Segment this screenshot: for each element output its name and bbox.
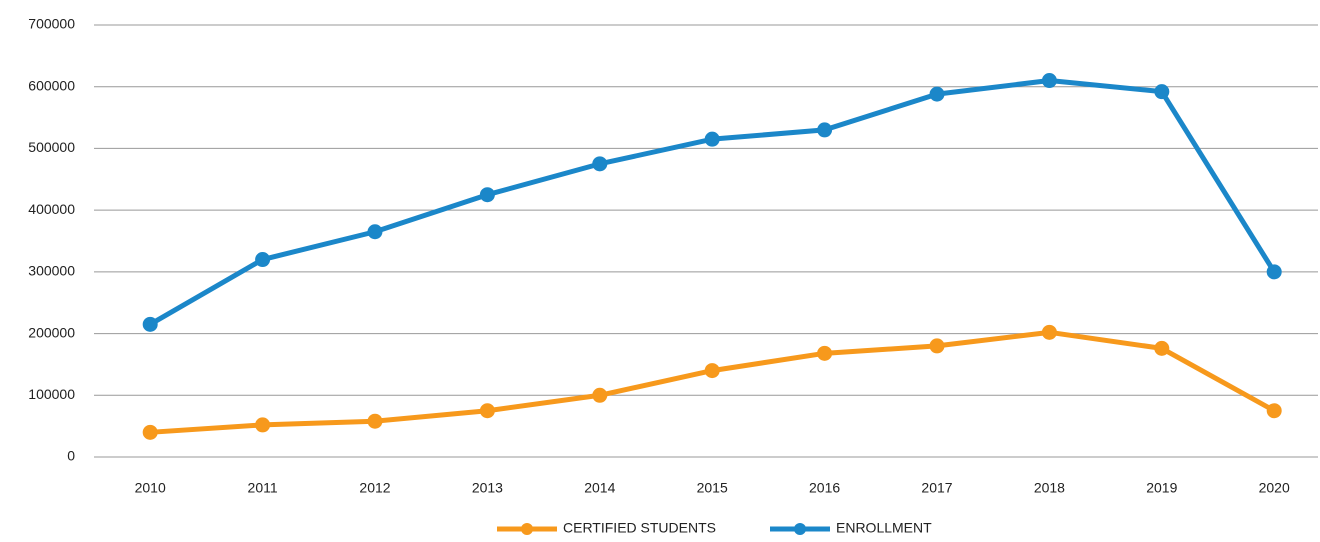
point xyxy=(142,316,158,332)
point xyxy=(1154,340,1170,356)
point xyxy=(592,387,608,403)
legend-label: ENROLLMENT xyxy=(836,520,932,536)
point xyxy=(1041,73,1057,89)
point xyxy=(1041,324,1057,340)
x-tick-label: 2020 xyxy=(1259,480,1290,496)
x-tick-label: 2012 xyxy=(359,480,390,496)
y-tick-label: 200000 xyxy=(28,324,75,340)
point xyxy=(255,252,271,268)
y-tick-label: 700000 xyxy=(28,16,75,32)
x-tick-label: 2019 xyxy=(1146,480,1177,496)
legend-label: CERTIFIED STUDENTS xyxy=(563,520,716,536)
point xyxy=(1266,264,1282,280)
legend-swatch-dot xyxy=(521,523,533,535)
x-tick-label: 2015 xyxy=(697,480,728,496)
x-tick-label: 2018 xyxy=(1034,480,1065,496)
point xyxy=(1266,403,1282,419)
point xyxy=(592,156,608,172)
point xyxy=(479,187,495,203)
x-tick-label: 2016 xyxy=(809,480,840,496)
point xyxy=(704,131,720,147)
x-tick-label: 2013 xyxy=(472,480,503,496)
y-tick-label: 500000 xyxy=(28,139,75,155)
point xyxy=(1154,84,1170,100)
point xyxy=(929,338,945,354)
series-line xyxy=(150,329,1276,435)
point xyxy=(142,424,158,440)
x-tick-label: 2017 xyxy=(921,480,952,496)
y-tick-label: 100000 xyxy=(28,386,75,402)
y-tick-label: 600000 xyxy=(28,77,75,93)
point xyxy=(479,403,495,419)
legend-swatch-dot xyxy=(794,523,806,535)
point xyxy=(929,86,945,102)
point xyxy=(817,345,833,361)
x-tick-label: 2014 xyxy=(584,480,615,496)
y-tick-label: 0 xyxy=(67,448,75,464)
y-tick-label: 300000 xyxy=(28,263,75,279)
point xyxy=(704,363,720,379)
point xyxy=(367,413,383,429)
x-tick-label: 2011 xyxy=(248,480,278,496)
x-tick-label: 2010 xyxy=(135,480,166,496)
series-line xyxy=(148,78,1277,327)
y-tick-label: 400000 xyxy=(28,201,75,217)
point xyxy=(255,417,271,433)
point xyxy=(367,224,383,240)
point xyxy=(817,122,833,138)
